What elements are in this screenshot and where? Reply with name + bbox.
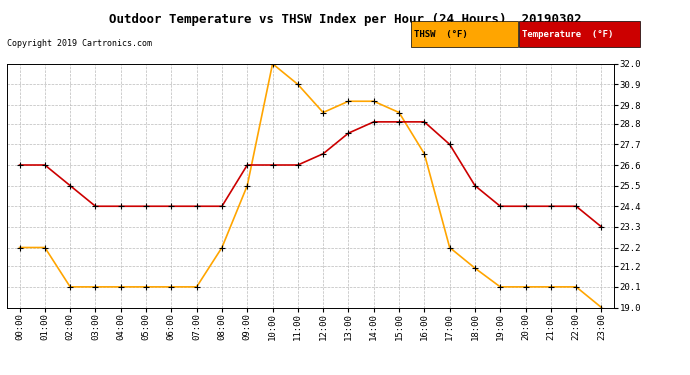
Text: THSW  (°F): THSW (°F): [414, 30, 468, 39]
Text: Outdoor Temperature vs THSW Index per Hour (24 Hours)  20190302: Outdoor Temperature vs THSW Index per Ho…: [109, 13, 581, 26]
Text: Copyright 2019 Cartronics.com: Copyright 2019 Cartronics.com: [7, 39, 152, 48]
Text: Temperature  (°F): Temperature (°F): [522, 30, 613, 39]
